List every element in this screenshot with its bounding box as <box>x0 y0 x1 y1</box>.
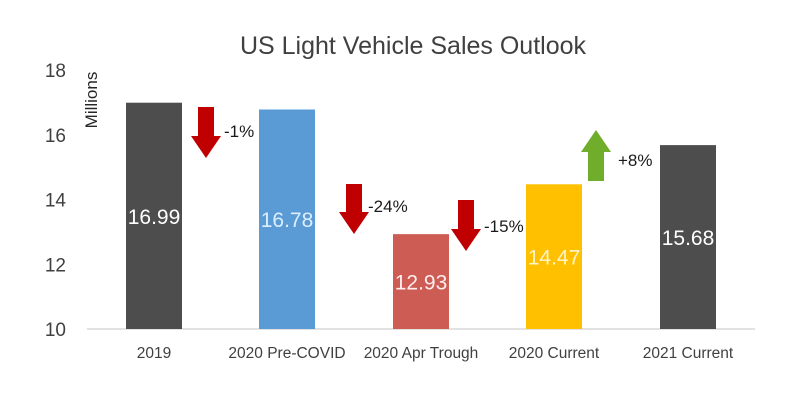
x-tick-label: 2021 Current <box>643 345 734 362</box>
y-tick-label: 10 <box>45 320 66 341</box>
x-tick-label: 2020 Apr Trough <box>364 345 479 362</box>
y-tick-label: 18 <box>45 61 66 82</box>
change-label: -15% <box>484 217 524 236</box>
y-tick-label: 14 <box>45 191 67 212</box>
arrow-down-icon <box>339 184 369 234</box>
arrow-down-icon <box>191 107 221 158</box>
y-tick-label: 16 <box>45 126 66 147</box>
bar <box>393 234 449 329</box>
chart-title: US Light Vehicle Sales Outlook <box>240 32 587 60</box>
x-tick-label: 2020 Pre-COVID <box>228 345 345 362</box>
data-label: 12.93 <box>395 272 448 295</box>
x-tick-label: 2020 Current <box>509 345 600 362</box>
change-label: +8% <box>618 151 653 170</box>
data-label: 14.47 <box>528 247 581 270</box>
change-label: -24% <box>368 197 408 216</box>
arrow-down-icon <box>451 200 481 251</box>
bar <box>259 109 315 329</box>
bar <box>526 184 582 329</box>
data-label: 16.78 <box>261 209 314 232</box>
y-axis-label: Millions <box>82 72 101 129</box>
data-label: 15.68 <box>662 227 715 250</box>
arrow-up-icon <box>581 130 611 181</box>
x-tick-label: 2019 <box>137 345 171 362</box>
y-tick-label: 12 <box>45 255 66 276</box>
data-label: 16.99 <box>128 206 181 229</box>
bar <box>126 102 182 329</box>
change-label: -1% <box>224 122 254 141</box>
bar <box>660 145 716 329</box>
